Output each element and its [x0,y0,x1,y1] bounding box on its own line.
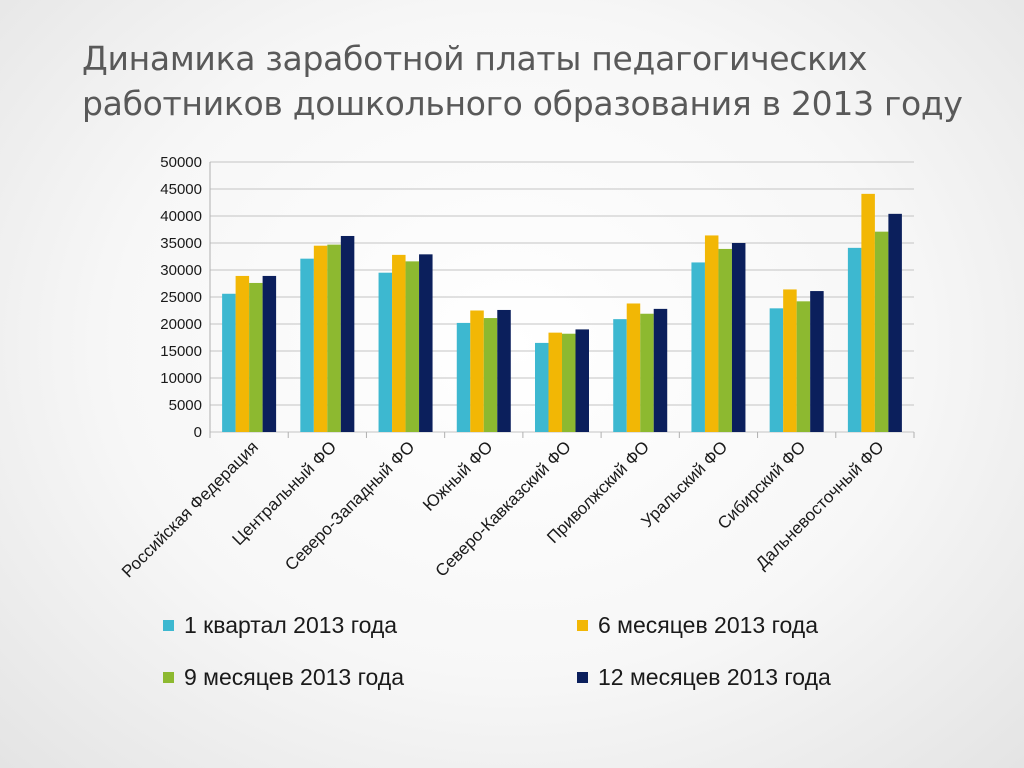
bar-2 [704,235,719,432]
bar-4 [419,254,433,432]
bar-1 [769,308,784,432]
bar-2 [470,310,484,432]
bar-3 [796,301,811,432]
legend-label: 12 месяцев 2013 года [598,664,831,690]
y-tick-label: 25000 [160,289,202,306]
bar-2 [626,303,641,432]
y-tick-label: 5000 [169,397,202,414]
legend-item: 6 месяцев 2013 года [577,612,818,639]
slide-title: Динамика заработной платы педагогических… [82,36,982,126]
slide-title-line-2: работников дошкольного образования в 201… [82,84,963,123]
x-tick-label: Дальневосточный ФО [752,437,888,573]
bar-2 [783,289,797,432]
legend-label: 1 квартал 2013 года [184,612,398,638]
bar-4 [653,308,668,432]
y-tick-label: 20000 [160,316,202,333]
bar-1 [222,293,236,432]
y-tick-label: 45000 [160,181,202,198]
bar-3 [718,248,732,432]
bar-2 [392,254,406,432]
y-tick-label: 30000 [160,262,202,279]
bar-1 [456,322,471,432]
bar-1 [535,342,549,432]
bar-3 [405,261,420,432]
x-tick-label: Южный ФО [419,437,496,514]
legend-swatch [577,620,588,631]
bar-2 [235,275,250,432]
bar-4 [262,275,277,432]
x-tick-label: Северо-Западный ФО [281,437,418,574]
y-tick-label: 50000 [160,154,202,171]
y-tick-label: 40000 [160,208,202,225]
legend-swatch [577,672,588,683]
slide-title-line-1: Динамика заработной платы педагогических [82,39,868,78]
bar-2 [861,193,875,432]
bar-1 [613,319,627,432]
x-tick-label: Северо-Кавказский ФО [432,437,575,580]
y-tick-label: 10000 [160,370,202,387]
bar-1 [691,262,705,432]
bar-3 [249,282,263,432]
bar-4 [497,309,511,432]
bar-4 [810,291,824,432]
bar-2 [313,245,328,432]
y-tick-label: 35000 [160,235,202,252]
bar-3 [327,244,341,432]
bar-4 [731,243,746,432]
x-tick-label: Российская Федерация [118,437,262,581]
y-tick-label: 15000 [160,343,202,360]
legend-item: 9 месяцев 2013 года [163,664,404,691]
bar-1 [300,258,314,432]
bar-4 [575,329,589,432]
legend-item: 12 месяцев 2013 года [577,664,831,691]
bar-3 [483,318,498,432]
bar-1 [378,272,393,432]
bar-3 [562,333,576,432]
bar-2 [548,332,562,432]
bar-3 [874,231,889,432]
bar-4 [340,235,355,432]
legend-swatch [163,620,174,631]
bar-4 [888,213,902,432]
legend-swatch [163,672,174,683]
bar-1 [847,247,862,432]
bar-3 [640,313,654,432]
legend-label: 9 месяцев 2013 года [184,664,404,690]
y-tick-label: 0 [194,424,202,441]
legend-label: 6 месяцев 2013 года [598,612,818,638]
legend-item: 1 квартал 2013 года [163,612,397,639]
